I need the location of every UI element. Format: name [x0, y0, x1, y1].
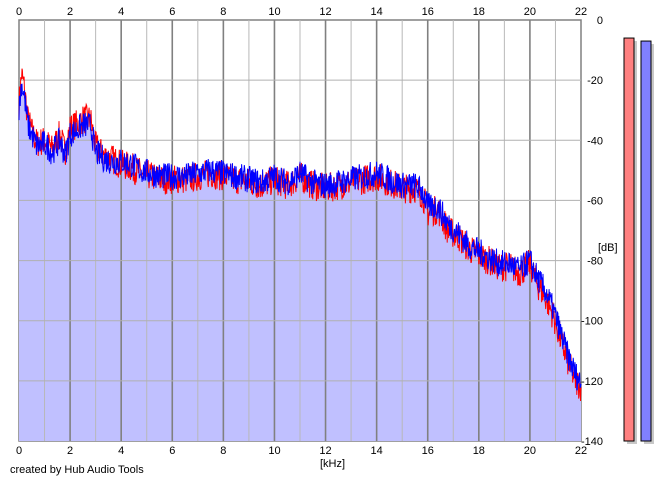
x-tick-label-top: 16	[422, 6, 434, 18]
x-tick-labels-bottom: 0 2 4 6 8 10 12 14 16 18 20 22	[16, 445, 587, 457]
footer-credit: created by Hub Audio Tools	[10, 464, 144, 476]
x-tick-label-bottom: 16	[422, 445, 434, 457]
series-group	[18, 68, 582, 402]
x-tick-label-top: 20	[524, 6, 536, 18]
x-tick-label-bottom: 4	[118, 445, 124, 457]
x-tick-label-top: 12	[319, 6, 331, 18]
x-tick-label-top: 22	[575, 6, 587, 18]
x-tick-label-bottom: 10	[268, 445, 280, 457]
x-tick-label-bottom: 0	[16, 445, 22, 457]
x-tick-label-bottom: 14	[371, 445, 383, 457]
y-tick-label: -40	[587, 135, 603, 147]
x-tick-label-top: 2	[67, 6, 73, 18]
y-tick-label: -100	[581, 316, 603, 328]
x-tick-labels-top: 0 2 4 6 8 10 12 14 16 18 20 22	[16, 6, 587, 18]
y-tick-label: -120	[581, 376, 603, 388]
y-tick-label: -140	[581, 436, 603, 448]
y-axis-label: [dB]	[598, 242, 618, 254]
x-tick-label-top: 4	[118, 6, 124, 18]
y-tick-label: -60	[587, 195, 603, 207]
x-tick-label-bottom: 6	[169, 445, 175, 457]
x-tick-label-top: 10	[268, 6, 280, 18]
x-tick-label-bottom: 8	[220, 445, 226, 457]
y-tick-label: 0	[597, 15, 603, 27]
level-meter-bar	[640, 40, 652, 442]
x-tick-label-bottom: 2	[67, 445, 73, 457]
x-tick-label-top: 8	[220, 6, 226, 18]
x-tick-label-top: 6	[169, 6, 175, 18]
x-tick-label-bottom: 18	[473, 445, 485, 457]
x-tick-label-top: 18	[473, 6, 485, 18]
level-meter-bar	[623, 37, 635, 442]
y-tick-label: -20	[587, 75, 603, 87]
level-meters	[623, 37, 654, 445]
y-tick-label: -80	[587, 256, 603, 268]
x-tick-label-top: 0	[16, 6, 22, 18]
x-tick-label-bottom: 20	[524, 445, 536, 457]
x-tick-label-top: 14	[371, 6, 383, 18]
x-tick-label-bottom: 22	[575, 445, 587, 457]
series-line-2	[18, 83, 582, 391]
y-tick-labels: 0 -20 -40 -60 -80 -100 -120 -140	[581, 15, 603, 448]
x-tick-label-bottom: 12	[319, 445, 331, 457]
x-axis-label: [kHz]	[320, 458, 345, 470]
